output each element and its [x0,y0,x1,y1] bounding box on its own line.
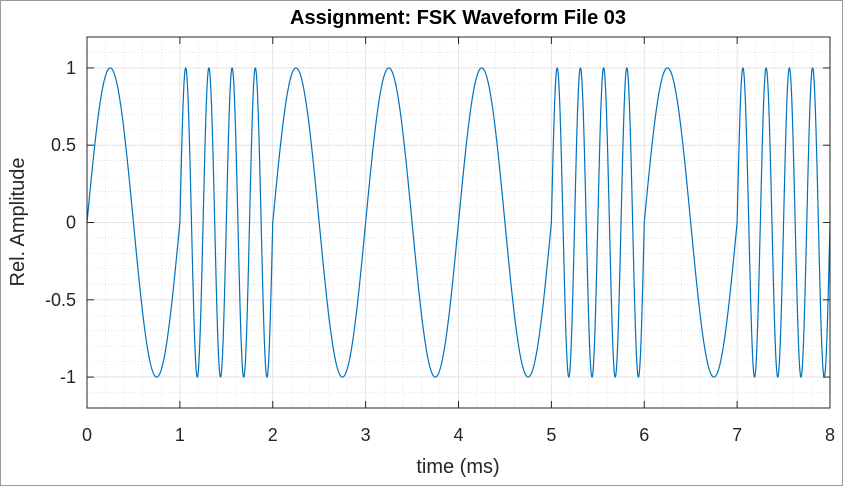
x-tick-label: 2 [268,425,278,445]
y-axis-ticks: 1 0.5 0 -0.5 -1 [45,58,830,387]
chart-title: Assignment: FSK Waveform File 03 [290,7,626,29]
y-tick-label: 1 [66,58,76,78]
x-tick-label: 6 [639,425,649,445]
x-axis-title: time (ms) [416,456,499,478]
x-tick-label: 0 [82,425,92,445]
x-tick-label: 3 [361,425,371,445]
y-tick-label: -1 [60,367,76,387]
y-tick-label: 0.5 [51,135,76,155]
x-tick-label: 8 [825,425,835,445]
x-tick-label: 1 [175,425,185,445]
x-tick-label: 5 [546,425,556,445]
x-axis-ticks: 0 1 2 3 4 5 6 7 8 [82,37,835,445]
x-tick-label: 4 [453,425,463,445]
x-tick-label: 7 [732,425,742,445]
y-tick-label: 0 [66,213,76,233]
y-axis-title: Rel. Amplitude [7,158,29,287]
y-tick-label: -0.5 [45,290,76,310]
minor-grid [87,37,830,408]
series-line [86,67,831,378]
